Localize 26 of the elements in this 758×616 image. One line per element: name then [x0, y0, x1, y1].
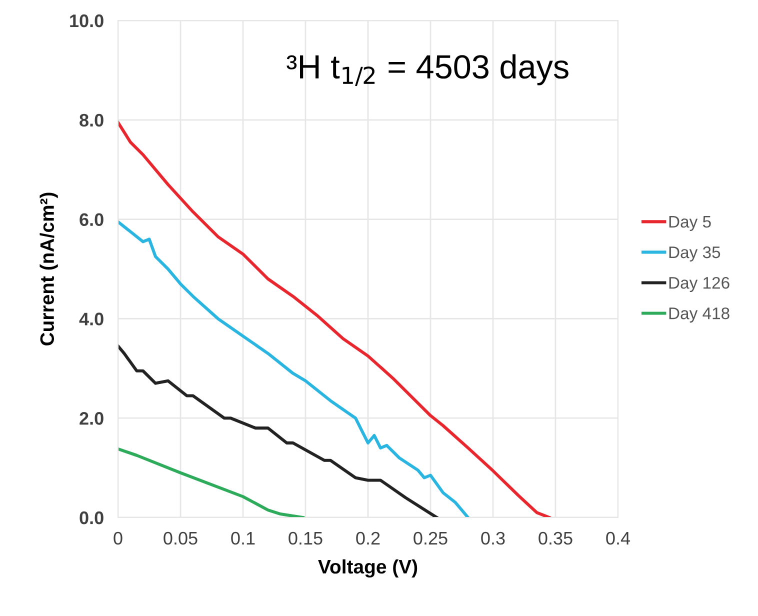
annotation: ³H t$_{1/2}$ = 4503 days: [286, 54, 568, 86]
x-tick-label: 0.15: [288, 532, 322, 545]
legend-label: Day 35: [669, 246, 720, 262]
y-axis-title: Current (nA/cm²): [40, 192, 58, 346]
y-tick-label: 4.0: [79, 312, 104, 326]
line-series: [118, 120, 551, 518]
y-tick-label: 2.0: [80, 412, 104, 425]
x-tick-label: 0.35: [538, 532, 572, 545]
x-tick-label: 0.05: [164, 532, 198, 545]
x-tick-label: 0: [114, 532, 122, 545]
y-tick-label: 8.0: [80, 114, 104, 127]
x-tick-label: 0.1: [231, 532, 255, 545]
x-tick-label: 0.25: [414, 532, 448, 545]
line-series: [118, 447, 305, 518]
legend-label: Day 5: [669, 216, 711, 231]
y-tick-label: 10.0: [70, 14, 104, 28]
x-tick-label: 0.3: [481, 532, 505, 545]
x-tick-label: 0.2: [356, 532, 380, 545]
y-tick-label: 6.0: [80, 213, 104, 226]
legend-label: Day 126: [669, 276, 730, 292]
line-series: [118, 344, 438, 518]
x-axis-title: Voltage (V): [318, 559, 418, 578]
y-tick-label: 0.0: [80, 511, 104, 524]
x-tick-label: 0.4: [606, 532, 630, 545]
legend-label: Day 418: [669, 307, 730, 323]
line-series: [118, 220, 470, 518]
